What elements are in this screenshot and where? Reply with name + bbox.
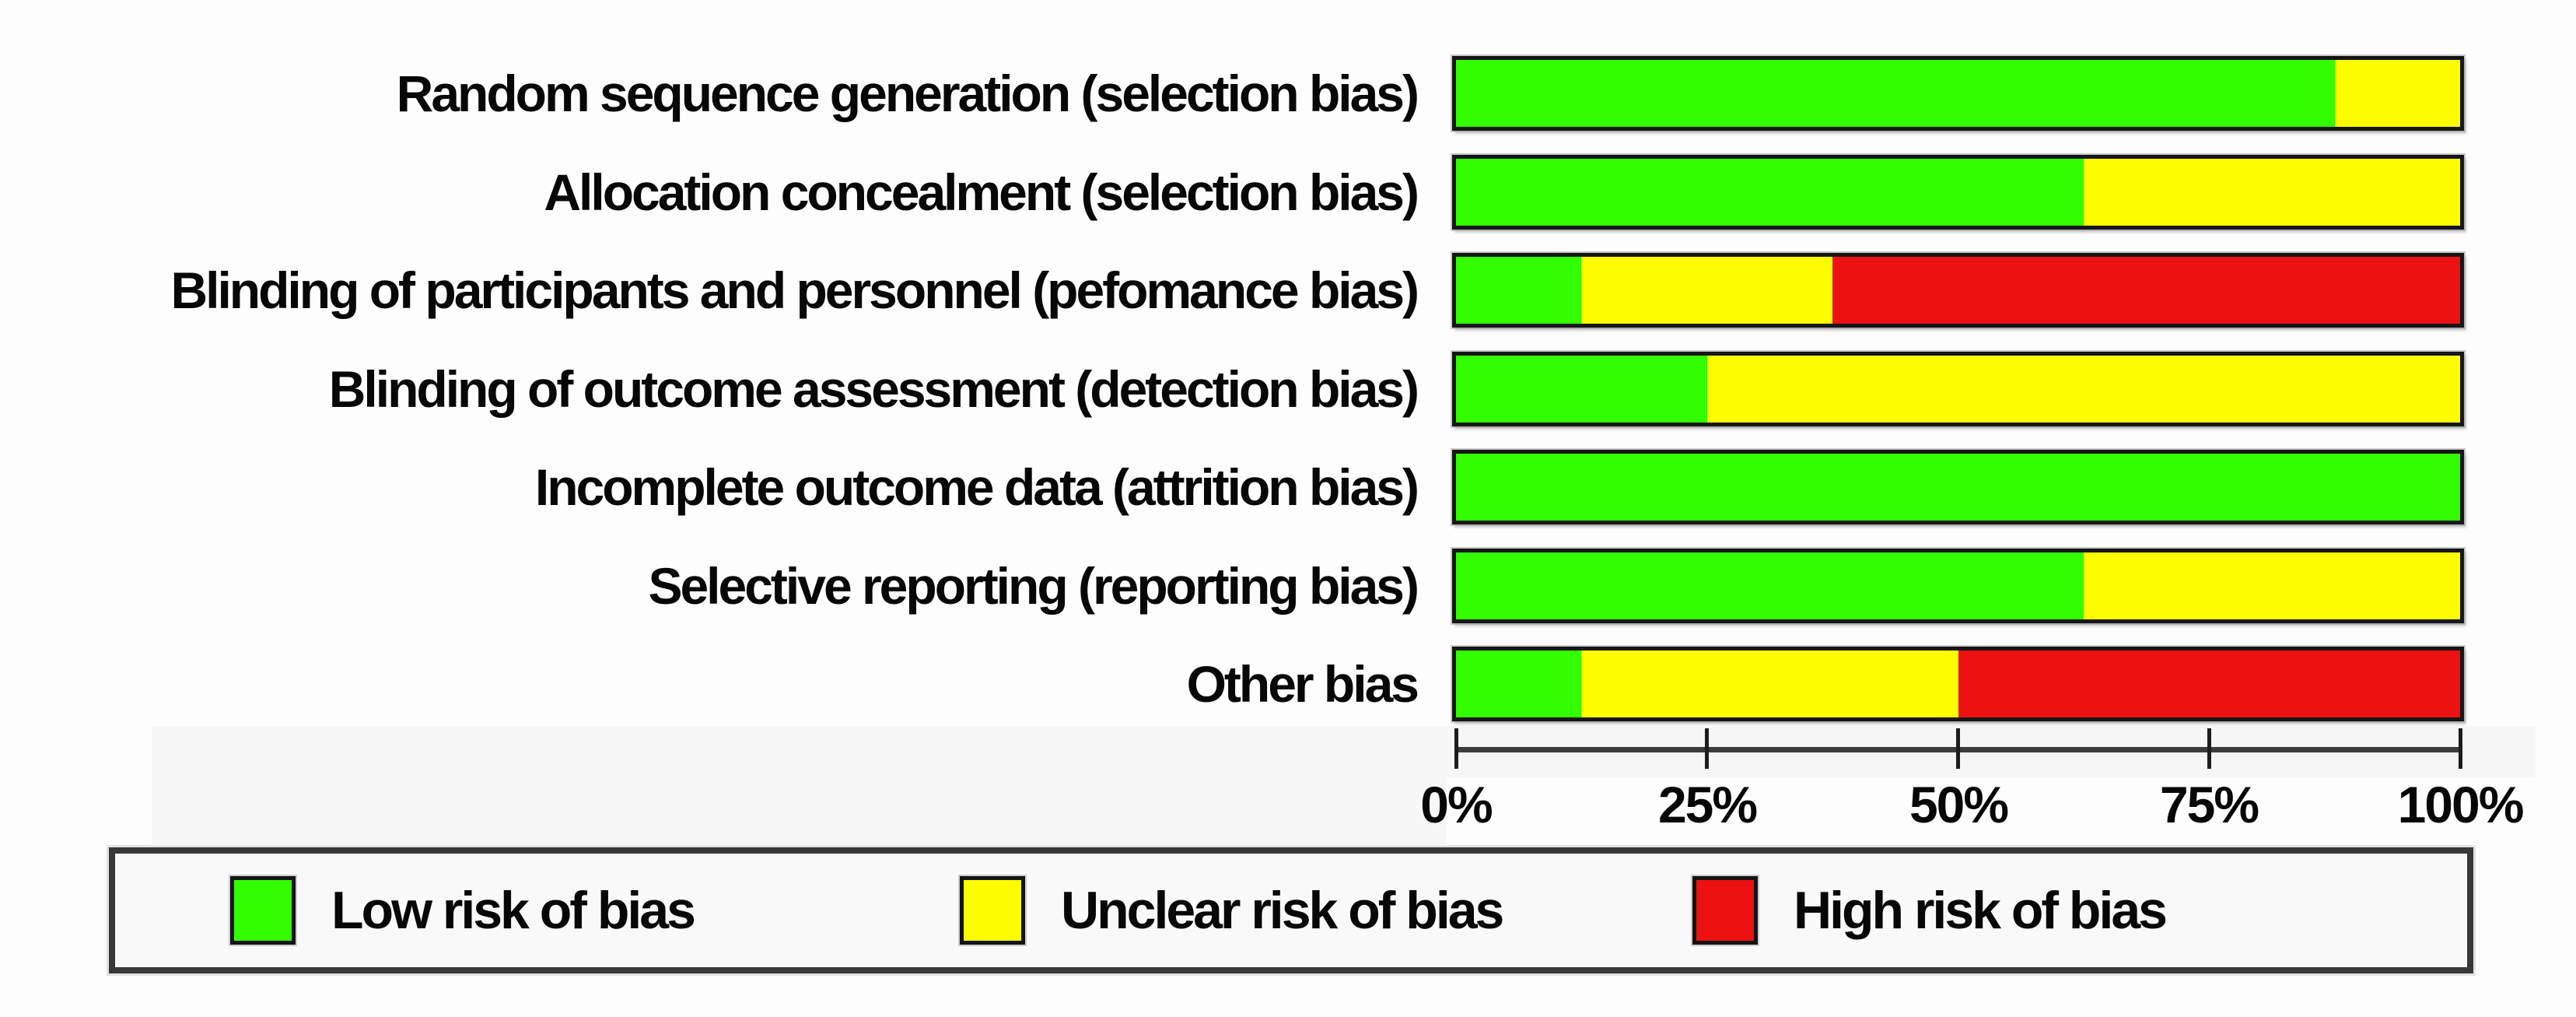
axis-tick [2459, 728, 2462, 769]
bar-row: Allocation concealment (selection bias) [0, 155, 2576, 230]
stacked-bar [1452, 450, 2464, 524]
bar-segment-unclear-risk-of-bias [2083, 159, 2460, 226]
bar-segment-low-risk-of-bias [1456, 552, 2084, 619]
bar-row: Other bias [0, 647, 2576, 721]
bar-segment-low-risk-of-bias [1456, 159, 2084, 226]
stacked-bar [1452, 352, 2464, 426]
stacked-bar [1452, 56, 2464, 131]
bar-segment-unclear-risk-of-bias [1706, 356, 2460, 423]
row-label: Allocation concealment (selection bias) [544, 163, 1419, 221]
bar-segment-unclear-risk-of-bias [1581, 257, 1833, 324]
axis-tick-label: 25% [1657, 776, 1758, 833]
legend-item-unclear-risk-of-bias: Unclear risk of bias [960, 854, 1504, 967]
bar-row: Random sequence generation (selection bi… [0, 56, 2576, 131]
bar-segment-high-risk-of-bias [1832, 257, 2460, 324]
stacked-bar [1452, 253, 2464, 328]
bar-segment-low-risk-of-bias [1456, 60, 2335, 127]
row-label: Other bias [1186, 655, 1419, 713]
bar-segment-unclear-risk-of-bias [1581, 651, 1958, 717]
bar-segment-low-risk-of-bias [1456, 454, 2460, 521]
bar-row: Incomplete outcome data (attrition bias) [0, 450, 2576, 524]
axis-tick [1705, 728, 1709, 769]
legend-swatch-low-risk-of-bias [230, 876, 296, 945]
legend-label: High risk of bias [1794, 881, 2168, 940]
axis-tick [1454, 728, 1458, 769]
legend-label: Unclear risk of bias [1061, 881, 1504, 940]
bar-segment-high-risk-of-bias [1958, 651, 2460, 717]
row-label: Selective reporting (reporting bias) [648, 557, 1419, 615]
bar-row: Blinding of participants and personnel (… [0, 253, 2576, 328]
legend-swatch-unclear-risk-of-bias [960, 876, 1025, 945]
row-label: Blinding of outcome assessment (detectio… [328, 360, 1419, 418]
stacked-bar [1452, 155, 2464, 230]
row-label: Blinding of participants and personnel (… [170, 261, 1419, 319]
legend-swatch-high-risk-of-bias [1692, 876, 1758, 945]
axis-tick-label: 0% [1420, 776, 1493, 833]
row-label: Random sequence generation (selection bi… [396, 65, 1419, 122]
row-label: Incomplete outcome data (attrition bias) [534, 458, 1419, 516]
bar-segment-low-risk-of-bias [1456, 356, 1707, 423]
legend-item-high-risk-of-bias: High risk of bias [1692, 854, 2168, 967]
bar-segment-low-risk-of-bias [1456, 651, 1582, 717]
legend-item-low-risk-of-bias: Low risk of bias [230, 854, 696, 967]
stacked-bar [1452, 549, 2464, 623]
legend-box: Low risk of bias Unclear risk of bias High… [109, 847, 2473, 973]
stacked-bar [1452, 647, 2464, 721]
axis-tick-label: 100% [2397, 776, 2525, 833]
bar-row: Blinding of outcome assessment (detectio… [0, 352, 2576, 426]
bar-segment-unclear-risk-of-bias [2083, 552, 2460, 619]
axis-tick-label: 50% [1909, 776, 2009, 833]
bar-row: Selective reporting (reporting bias) [0, 549, 2576, 623]
axis-tick-label: 75% [2159, 776, 2259, 833]
axis-background-shade-left [152, 777, 1447, 844]
axis-tick [1956, 728, 1960, 769]
bar-segment-unclear-risk-of-bias [2334, 60, 2460, 127]
bar-segment-low-risk-of-bias [1456, 257, 1582, 324]
axis-tick [2207, 728, 2211, 769]
legend-label: Low risk of bias [331, 881, 696, 940]
